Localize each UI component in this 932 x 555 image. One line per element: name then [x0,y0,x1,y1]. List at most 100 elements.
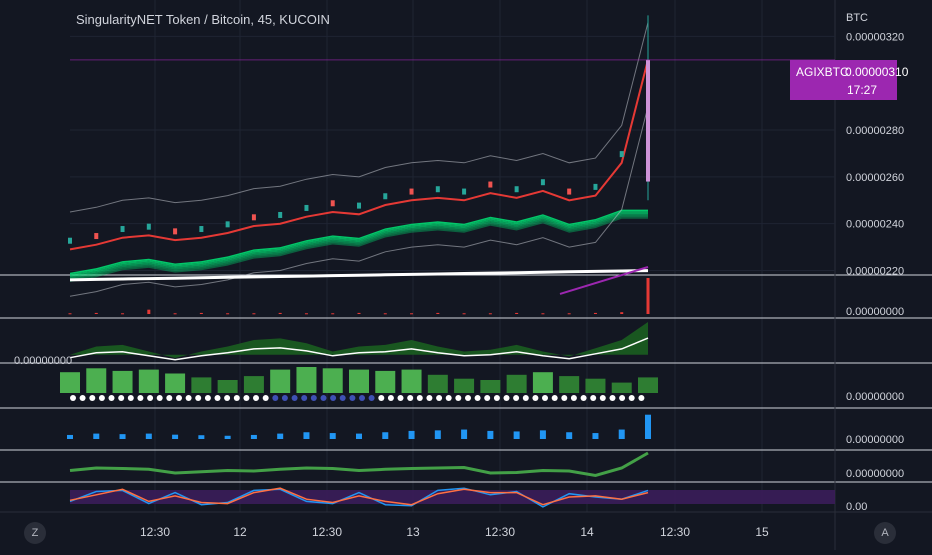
time-axis-tick: 12:30 [660,525,690,539]
candle [94,233,99,240]
squeeze-dot [522,395,529,401]
squeeze-dot [638,395,645,401]
time-axis-tick: 12:30 [140,525,170,539]
volume-spike-bar [68,313,72,315]
histogram-bar [461,429,468,439]
time-axis-tick: 12:30 [485,525,515,539]
squeeze-dot [195,395,202,401]
squeeze-dot [204,395,211,401]
indicator-axis-tick: 0.00 [846,501,867,513]
momentum-bar [270,369,291,393]
chart-title: SingularityNET Token / Bitcoin, 45, KUCO… [76,12,330,27]
candle [278,211,283,218]
volume-spike-bar [646,278,650,314]
price-axis-tick: 0.00000220 [846,265,904,277]
squeeze-dot [474,395,481,401]
histogram-bar [408,430,415,439]
squeeze-dot [397,395,404,401]
trend-line [69,451,649,478]
squeeze-dot [272,395,279,401]
volume-spike-bar [147,309,151,314]
squeeze-dot [580,395,587,401]
squeeze-dot [98,395,105,401]
volume-spike-bar [436,312,440,314]
squeeze-dot [513,395,520,401]
volume-spike-bar [173,313,177,315]
squeeze-dot [166,395,173,401]
price-axis-tick: 0.00000320 [846,31,904,43]
time-axis-tick: 14 [580,525,594,539]
slow-moving-average-line [559,266,649,295]
squeeze-dot [70,395,76,401]
squeeze-dot [416,395,423,401]
volume-spike-bar [515,312,519,314]
histogram-bar [250,434,257,439]
candle [593,183,598,190]
squeeze-dot [253,395,259,401]
squeeze-dot [185,395,192,401]
squeeze-dot [147,395,154,401]
volume-spike-bar [278,312,282,314]
momentum-bar [585,378,606,393]
volume-spike-bar [357,312,361,314]
momentum-bar [86,368,107,393]
histogram-bar [119,434,126,439]
candle [540,179,545,186]
momentum-bar [480,380,501,393]
histogram-bar [145,433,152,439]
volume-spike-bar [331,313,335,315]
histogram-bar [224,435,231,439]
squeeze-dot [628,395,635,401]
squeeze-dot [532,395,539,401]
stochastic-d-line [69,487,649,506]
squeeze-dot [301,395,308,401]
volume-spike-bar [383,313,387,315]
symbol-label: AGIXBTC [796,65,849,79]
volume-spike-bar [567,313,571,315]
candle [514,186,519,193]
squeeze-dot [291,395,298,401]
candle [567,188,572,195]
indicator-axis-tick-left: 0.00000000 [14,355,72,367]
momentum-bar [532,372,553,393]
squeeze-dot [176,395,182,401]
candle [146,223,151,230]
squeeze-dot [243,395,250,401]
auto-scale-right-button[interactable]: A [874,522,896,544]
upper-band-line [69,22,649,213]
indicator-axis-tick: 0.00000000 [846,468,904,480]
candle [488,181,493,188]
histogram-bar [67,434,73,439]
time-axis-tick: 13 [406,525,420,539]
candle [251,214,256,221]
histogram-bar [198,435,205,439]
squeeze-dot [407,395,414,401]
momentum-bar [427,374,448,393]
momentum-bar [191,377,212,393]
momentum-bar [322,368,343,393]
squeeze-dot [455,395,462,401]
squeeze-dot [493,395,500,401]
histogram-bar [172,434,179,439]
price-axis-tick: 0.00000280 [846,125,904,137]
volume-spike-bar [541,313,545,315]
histogram-bar [618,429,625,439]
squeeze-dot [619,395,626,401]
candle [330,200,335,207]
momentum-bar [611,382,632,393]
histogram-bar [356,433,362,439]
squeeze-dot [561,395,568,401]
squeeze-dot [89,395,96,401]
histogram-bar [513,431,520,439]
momentum-bar [401,369,422,393]
squeeze-dot [542,395,548,401]
squeeze-dot [310,395,317,401]
squeeze-dot [368,395,375,401]
indicator-axis-tick: 0.00000000 [846,306,904,318]
histogram-bar [303,432,310,439]
momentum-bar [638,377,658,393]
time-axis-tick: 12:30 [312,525,342,539]
squeeze-dot [359,395,365,401]
auto-scale-left-button[interactable]: Z [24,522,46,544]
